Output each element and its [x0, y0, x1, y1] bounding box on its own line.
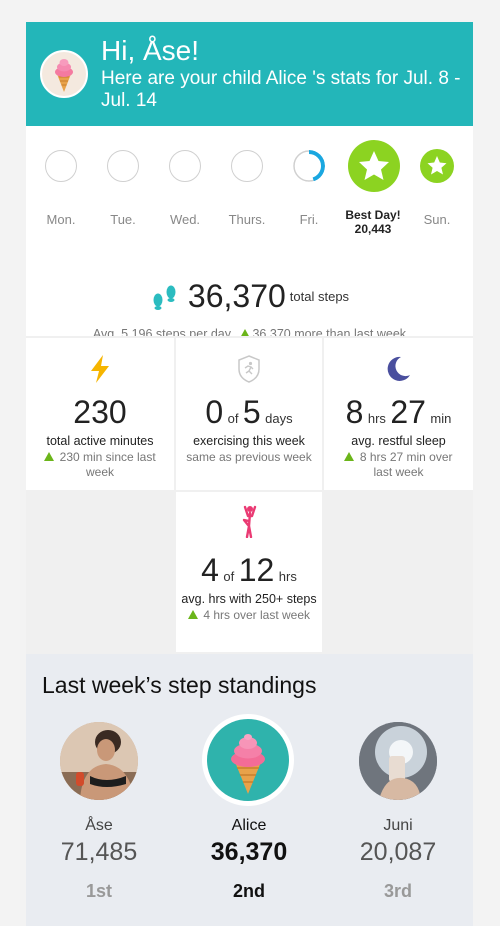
- standing-rank: 1st: [85, 881, 112, 901]
- day-label: Sun.: [423, 212, 451, 227]
- hrs-unit: hrs: [367, 411, 386, 426]
- sleep-change-text: 8 hrs 27 min over last week: [359, 450, 453, 479]
- day-label: Tue.: [110, 212, 136, 227]
- report-subtitle: Here are your child Alice 's stats for J…: [101, 68, 461, 111]
- day-progress-ring: [45, 150, 77, 182]
- standing-rank: 3rd: [383, 881, 412, 901]
- ice-cream-avatar-icon: [40, 50, 88, 98]
- day-label: Wed.: [169, 212, 201, 227]
- standing-name: Juni: [383, 817, 413, 834]
- tree-pose-icon: [242, 505, 257, 538]
- total-steps-value: 36,370: [187, 278, 286, 314]
- standing-steps: 71,485: [60, 838, 138, 866]
- hourly-change-text: 4 hrs over last week: [203, 608, 311, 622]
- hrs-unit: hrs: [278, 569, 297, 584]
- avatar: [60, 722, 138, 800]
- sleep-hours: 8: [345, 394, 364, 430]
- weekly-report-card: Hi, Åse! Here are your child Alice 's st…: [26, 22, 473, 926]
- days-unit: days: [265, 411, 293, 426]
- exercise-change: same as previous week: [186, 450, 312, 464]
- up-arrow-icon: [44, 452, 55, 461]
- standing-name: Åse: [85, 817, 113, 834]
- up-arrow-icon: [187, 610, 198, 619]
- day-label: Fri.: [299, 212, 319, 227]
- day-progress-ring: [293, 150, 325, 182]
- report-header: Hi, Åse! Here are your child Alice 's st…: [26, 22, 473, 126]
- star-icon: [427, 156, 447, 175]
- standing-rank: 2nd: [232, 881, 265, 901]
- best-day-text: Best Day!: [345, 208, 401, 222]
- active-minutes-label: total active minutes: [46, 434, 154, 448]
- active-minutes-change: 230 min since last week: [36, 450, 164, 480]
- moon-icon: [387, 356, 410, 381]
- hourly-activity-tile[interactable]: 4 of 12 hrs avg. hrs with 250+ steps 4 h…: [176, 492, 322, 652]
- total-steps-unit: total steps: [289, 289, 350, 304]
- day-label: Mon.: [46, 212, 76, 227]
- standing-steps: 20,087: [359, 838, 437, 866]
- hourly-change: 4 hrs over last week: [176, 608, 322, 623]
- step-standings: Last week’s step standings Åse 71,485 1s…: [26, 654, 473, 926]
- exercise-days-goal: 5: [242, 394, 261, 430]
- week-days-row: Mon. Tue. Wed. Thurs. Fri.: [26, 140, 473, 260]
- exercise-label: exercising this week: [193, 434, 305, 448]
- star-icon: [359, 151, 389, 180]
- best-day-value: 20,443: [354, 222, 392, 236]
- day-progress-ring: [107, 150, 139, 182]
- exercise-days-value: 0: [205, 394, 224, 430]
- standing-name: Alice: [231, 817, 267, 834]
- day-progress-ring: [231, 150, 263, 182]
- best-day-label: Best Day! 20,443: [338, 208, 408, 236]
- goal-met-badge: [420, 149, 454, 183]
- up-arrow-icon: [240, 329, 251, 338]
- of-text: of: [223, 569, 235, 584]
- sleep-change: 8 hrs 27 min over last week: [336, 450, 461, 480]
- active-minutes-tile[interactable]: 230 total active minutes 230 min since l…: [26, 338, 174, 490]
- day-progress-ring: [169, 150, 201, 182]
- sleep-minutes: 27: [390, 394, 426, 430]
- avatar: [202, 714, 294, 806]
- day-label: Thurs.: [228, 212, 266, 227]
- standing-steps: 36,370: [210, 838, 288, 866]
- hourly-value: 4 of 12 hrs: [176, 552, 322, 589]
- sleep-value: 8 hrs 27 min: [324, 394, 473, 431]
- hourly-hours-goal: 12: [238, 552, 275, 588]
- avatar: [359, 722, 437, 800]
- of-text: of: [227, 411, 239, 426]
- best-day-badge: [348, 140, 400, 192]
- exercise-tile[interactable]: 0 of 5 days exercising this week same as…: [176, 338, 322, 490]
- runner-shield-icon: [238, 355, 260, 383]
- footsteps-icon: [153, 285, 176, 310]
- active-minutes-value: 230: [73, 394, 127, 430]
- active-minutes-change-text: 230 min since last week: [59, 450, 156, 479]
- total-steps: 36,370 total steps: [26, 278, 473, 315]
- hourly-hours-value: 4: [201, 552, 219, 588]
- standings-title: Last week’s step standings: [42, 672, 317, 698]
- sleep-tile[interactable]: 8 hrs 27 min avg. restful sleep 8 hrs 27…: [324, 338, 473, 490]
- exercise-value: 0 of 5 days: [176, 394, 322, 431]
- min-unit: min: [430, 411, 452, 426]
- greeting: Hi, Åse!: [101, 35, 200, 66]
- lightning-icon: [91, 355, 109, 383]
- hourly-label: avg. hrs with 250+ steps: [181, 592, 317, 606]
- sleep-label: avg. restful sleep: [351, 434, 446, 448]
- up-arrow-icon: [344, 452, 355, 461]
